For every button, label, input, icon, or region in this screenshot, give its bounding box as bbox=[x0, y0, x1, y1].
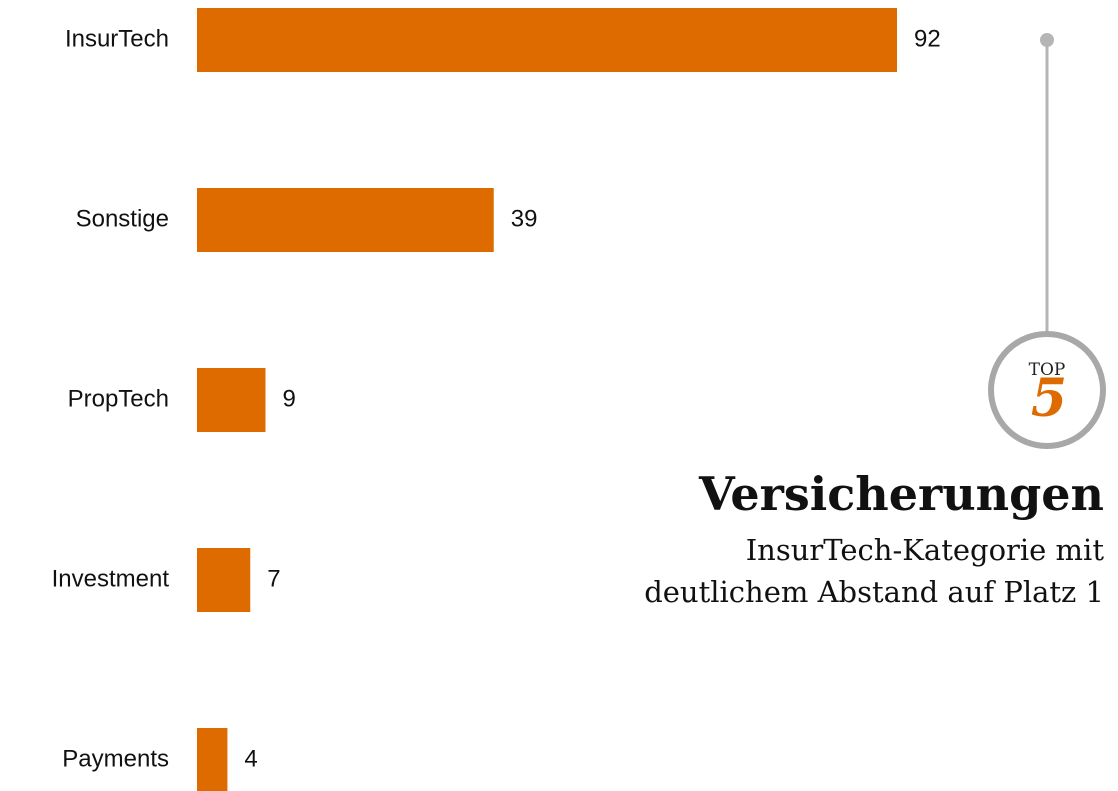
value-label: 39 bbox=[511, 205, 538, 232]
connector-dot bbox=[1040, 33, 1054, 47]
annotation-title: Versicherungen bbox=[698, 467, 1104, 521]
category-label: InsurTech bbox=[65, 25, 169, 52]
value-label: 4 bbox=[244, 745, 257, 772]
bar bbox=[197, 8, 897, 72]
value-label: 92 bbox=[914, 25, 941, 52]
badge-top: TOP bbox=[1029, 360, 1066, 380]
category-label: PropTech bbox=[68, 385, 169, 412]
category-label: Payments bbox=[62, 745, 169, 772]
value-label: 9 bbox=[282, 385, 295, 412]
annotation-subtitle: deutlichem Abstand auf Platz 1 bbox=[644, 575, 1104, 609]
category-label: Sonstige bbox=[76, 205, 169, 232]
annotation-subtitle: InsurTech-Kategorie mit bbox=[746, 533, 1105, 567]
bar bbox=[197, 548, 251, 612]
badge-number: 5 bbox=[1031, 368, 1067, 429]
bar bbox=[197, 368, 266, 432]
value-label: 7 bbox=[267, 565, 280, 592]
badge-circle bbox=[988, 331, 1106, 449]
category-label: Investment bbox=[52, 565, 170, 592]
annotation: TOP 5 Versicherungen InsurTech-Kategorie… bbox=[644, 33, 1106, 609]
bar bbox=[197, 188, 494, 252]
bar bbox=[197, 728, 228, 791]
